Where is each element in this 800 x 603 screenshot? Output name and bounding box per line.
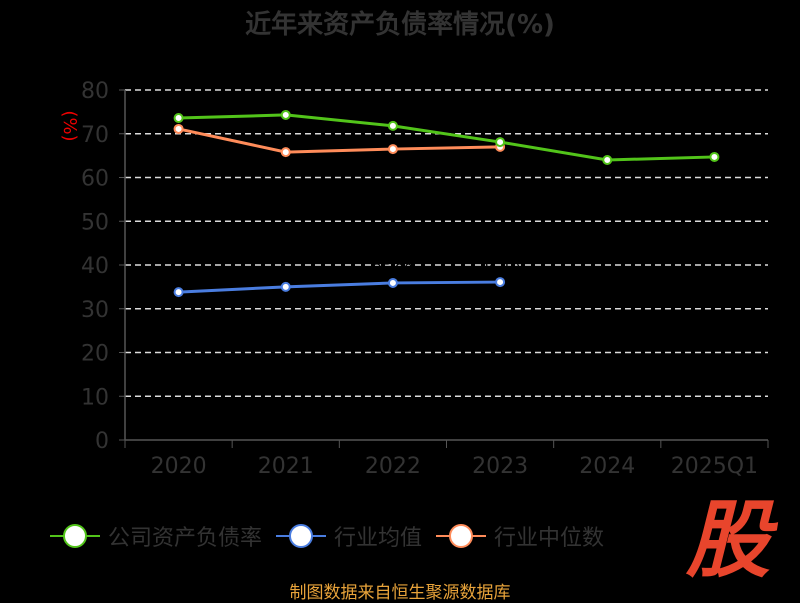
data-label: 68.10 <box>480 121 520 137</box>
series-line <box>178 127 501 154</box>
data-point <box>387 120 398 131</box>
legend-item-industry-median[interactable]: 行业中位数 <box>436 520 604 552</box>
data-point <box>173 287 184 298</box>
y-tick-label: 60 <box>81 167 109 192</box>
data-point <box>173 123 184 134</box>
data-label: 64.00 <box>587 139 627 155</box>
legend: 公司资产负债率 行业均值 行业中位数 <box>50 520 604 552</box>
data-point <box>280 147 291 158</box>
data-point <box>387 277 398 288</box>
data-point <box>602 155 613 165</box>
data-point <box>387 144 398 155</box>
logo: 股 <box>686 498 770 582</box>
data-label: 67.00 <box>480 155 520 171</box>
legend-marker-icon <box>276 524 327 548</box>
data-point <box>495 277 506 288</box>
legend-marker-icon <box>50 524 100 548</box>
y-tick-label: 80 <box>81 79 109 104</box>
data-point <box>495 137 506 148</box>
x-tick-label: 2021 <box>258 454 314 479</box>
data-label: 35.90 <box>373 262 413 278</box>
y-tick-label: 40 <box>81 254 109 279</box>
legend-marker-icon <box>436 524 487 548</box>
legend-label: 公司资产负债率 <box>108 526 263 551</box>
y-tick-label: 30 <box>81 298 109 323</box>
y-tick-label: 70 <box>81 123 109 148</box>
data-point <box>280 281 291 292</box>
y-tick-label: 0 <box>95 429 109 454</box>
legend-item-industry-mean[interactable]: 行业均值 <box>276 520 422 552</box>
chart-title: 近年来资产负债率情况(%) <box>245 10 555 40</box>
x-tick-label: 2023 <box>472 454 528 479</box>
data-label: 71.10 <box>159 137 199 153</box>
series-line <box>178 113 715 162</box>
data-label: 33.80 <box>159 271 199 287</box>
series-line <box>178 280 501 294</box>
data-label: 71.80 <box>373 105 413 121</box>
data-label: 65.80 <box>266 160 306 176</box>
data-point <box>280 109 291 120</box>
source-footer: 制图数据来自恒生聚源数据库 <box>289 583 511 603</box>
data-label: 74.30 <box>266 94 306 110</box>
y-tick-label: 10 <box>81 385 109 410</box>
data-label: 36.10 <box>480 261 520 277</box>
data-point <box>173 113 184 123</box>
data-label: 66.50 <box>373 157 413 173</box>
x-tick-label: 2020 <box>151 454 207 479</box>
data-label: 64.70 <box>694 136 734 152</box>
legend-label: 行业均值 <box>334 526 423 551</box>
x-tick-label: 2022 <box>365 454 421 479</box>
data-point <box>709 151 720 162</box>
y-tick-label: 20 <box>81 342 109 367</box>
logo-text: 股 <box>686 491 771 589</box>
y-axis-label: (%) <box>59 110 80 141</box>
x-tick-label: 2024 <box>579 454 635 479</box>
data-label: 73.60 <box>159 97 199 113</box>
x-tick-label: 2025Q1 <box>671 454 758 479</box>
y-tick-label: 50 <box>81 210 109 235</box>
legend-item-company[interactable]: 公司资产负债率 <box>50 520 262 552</box>
legend-label: 行业中位数 <box>494 526 605 551</box>
data-label: 35.00 <box>266 266 306 282</box>
